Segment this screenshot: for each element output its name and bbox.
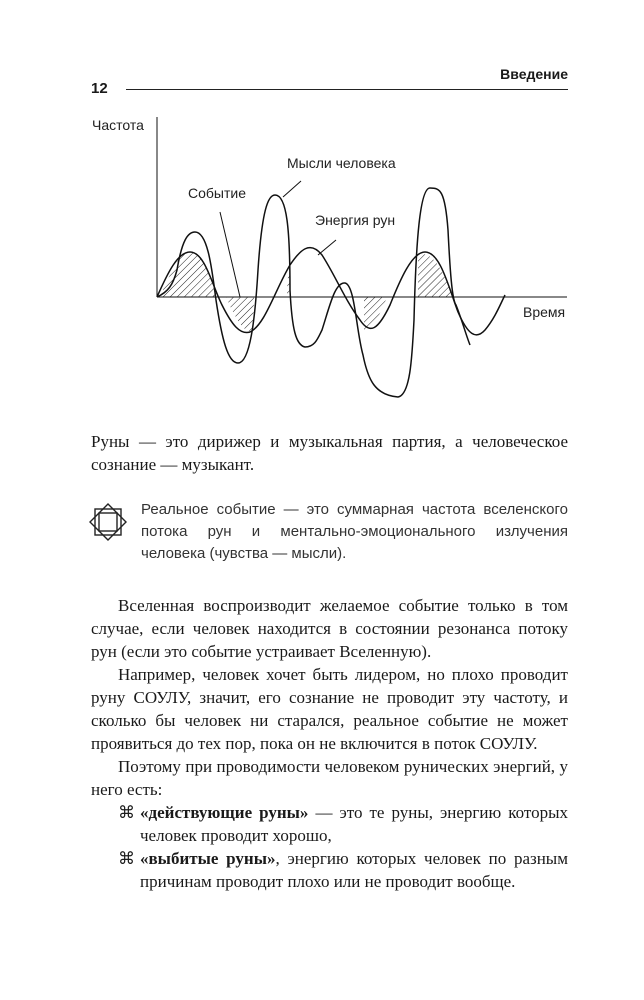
bullet-icon: ⌘ — [118, 803, 135, 822]
section-title: Введение — [500, 66, 568, 82]
x-axis-label: Время — [523, 304, 565, 320]
event-leader-line — [219, 211, 241, 298]
bold-term: «выбитые руны» — [140, 849, 276, 868]
body-text: Вселенная воспроизводит желаемое событие… — [91, 594, 568, 893]
paragraph: Поэтому при проводимости человеком рунич… — [91, 757, 568, 799]
hatch-region — [418, 254, 452, 297]
page-number: 12 — [91, 80, 108, 97]
diagram-caption: Руны — это дирижер и музыкальная партия,… — [91, 432, 568, 474]
bullet-list: ⌘ «действующие руны» — это те руны, энерг… — [91, 801, 568, 893]
y-axis-label: Частота — [92, 117, 144, 133]
event-label: Событие — [188, 185, 246, 201]
thoughts-label: Мысли человека — [287, 155, 396, 171]
runes-leader-line — [317, 239, 337, 256]
list-item: ⌘ «выбитые руны», энергию которых человек… — [118, 847, 568, 893]
item-text: , энергию которых человек по разным прич… — [140, 849, 568, 891]
frequency-diagram: Частота Время Мысли человека Событие Эне… — [92, 117, 567, 398]
item-text: — это те руны, энергию которых человек п… — [140, 803, 569, 845]
header-rule — [126, 89, 568, 90]
bullet-icon: ⌘ — [118, 849, 135, 868]
bold-term: «действующие руны» — [140, 803, 309, 822]
hatch-region — [226, 297, 254, 331]
hatched-regions — [163, 252, 452, 332]
hatch-region — [364, 297, 387, 332]
note-text: Реальное событие — это суммарная частота… — [141, 501, 568, 562]
double-square-rune-icon — [89, 503, 127, 541]
list-item: ⌘ «действующие руны» — это те руны, энерг… — [118, 801, 568, 847]
paragraph: Например, человек хочет быть лидером, но… — [91, 665, 568, 753]
thoughts-leader-line — [282, 180, 302, 198]
runes-label: Энергия рун — [315, 212, 395, 228]
hatch-region — [163, 252, 218, 297]
human-thoughts-curve — [156, 187, 471, 398]
paragraph: Вселенная воспроизводит желаемое событие… — [91, 596, 568, 661]
